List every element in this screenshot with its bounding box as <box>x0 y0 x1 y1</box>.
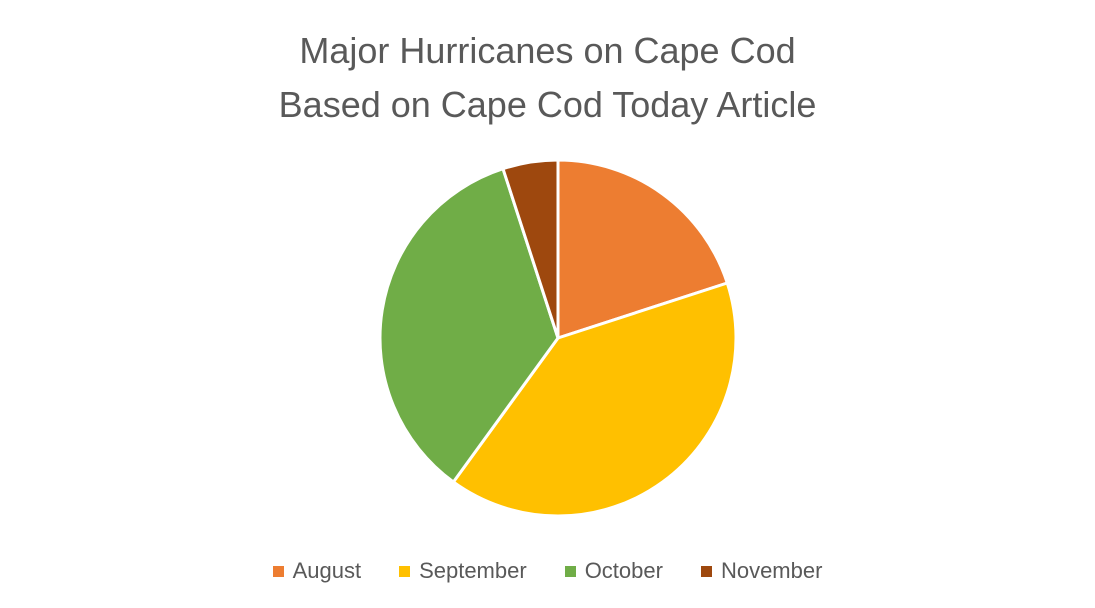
legend-swatch-august <box>272 565 284 577</box>
legend-item-october: October <box>564 558 663 584</box>
legend-label-september: September <box>419 558 527 583</box>
legend-item-august: August <box>272 558 362 584</box>
legend: August September October November <box>0 558 1095 584</box>
legend-swatch-october <box>564 565 576 577</box>
pie-slice-september <box>451 281 738 518</box>
pie-slice-october <box>378 167 560 484</box>
chart-title-line-1: Major Hurricanes on Cape Cod <box>299 30 796 71</box>
pie-slice-november <box>501 158 560 340</box>
legend-item-september: September <box>399 558 527 584</box>
pie-slice-august <box>556 158 729 340</box>
chart-title-line-2: Based on Cape Cod Today Article <box>278 84 817 125</box>
legend-swatch-november <box>700 565 712 577</box>
legend-label-october: October <box>584 558 663 583</box>
legend-label-november: November <box>720 558 823 583</box>
legend-label-august: August <box>292 558 362 583</box>
chart-title: Major Hurricanes on Cape Cod Based on Ca… <box>0 24 1095 132</box>
legend-item-november: November <box>700 558 823 584</box>
legend-swatch-september <box>399 565 411 577</box>
